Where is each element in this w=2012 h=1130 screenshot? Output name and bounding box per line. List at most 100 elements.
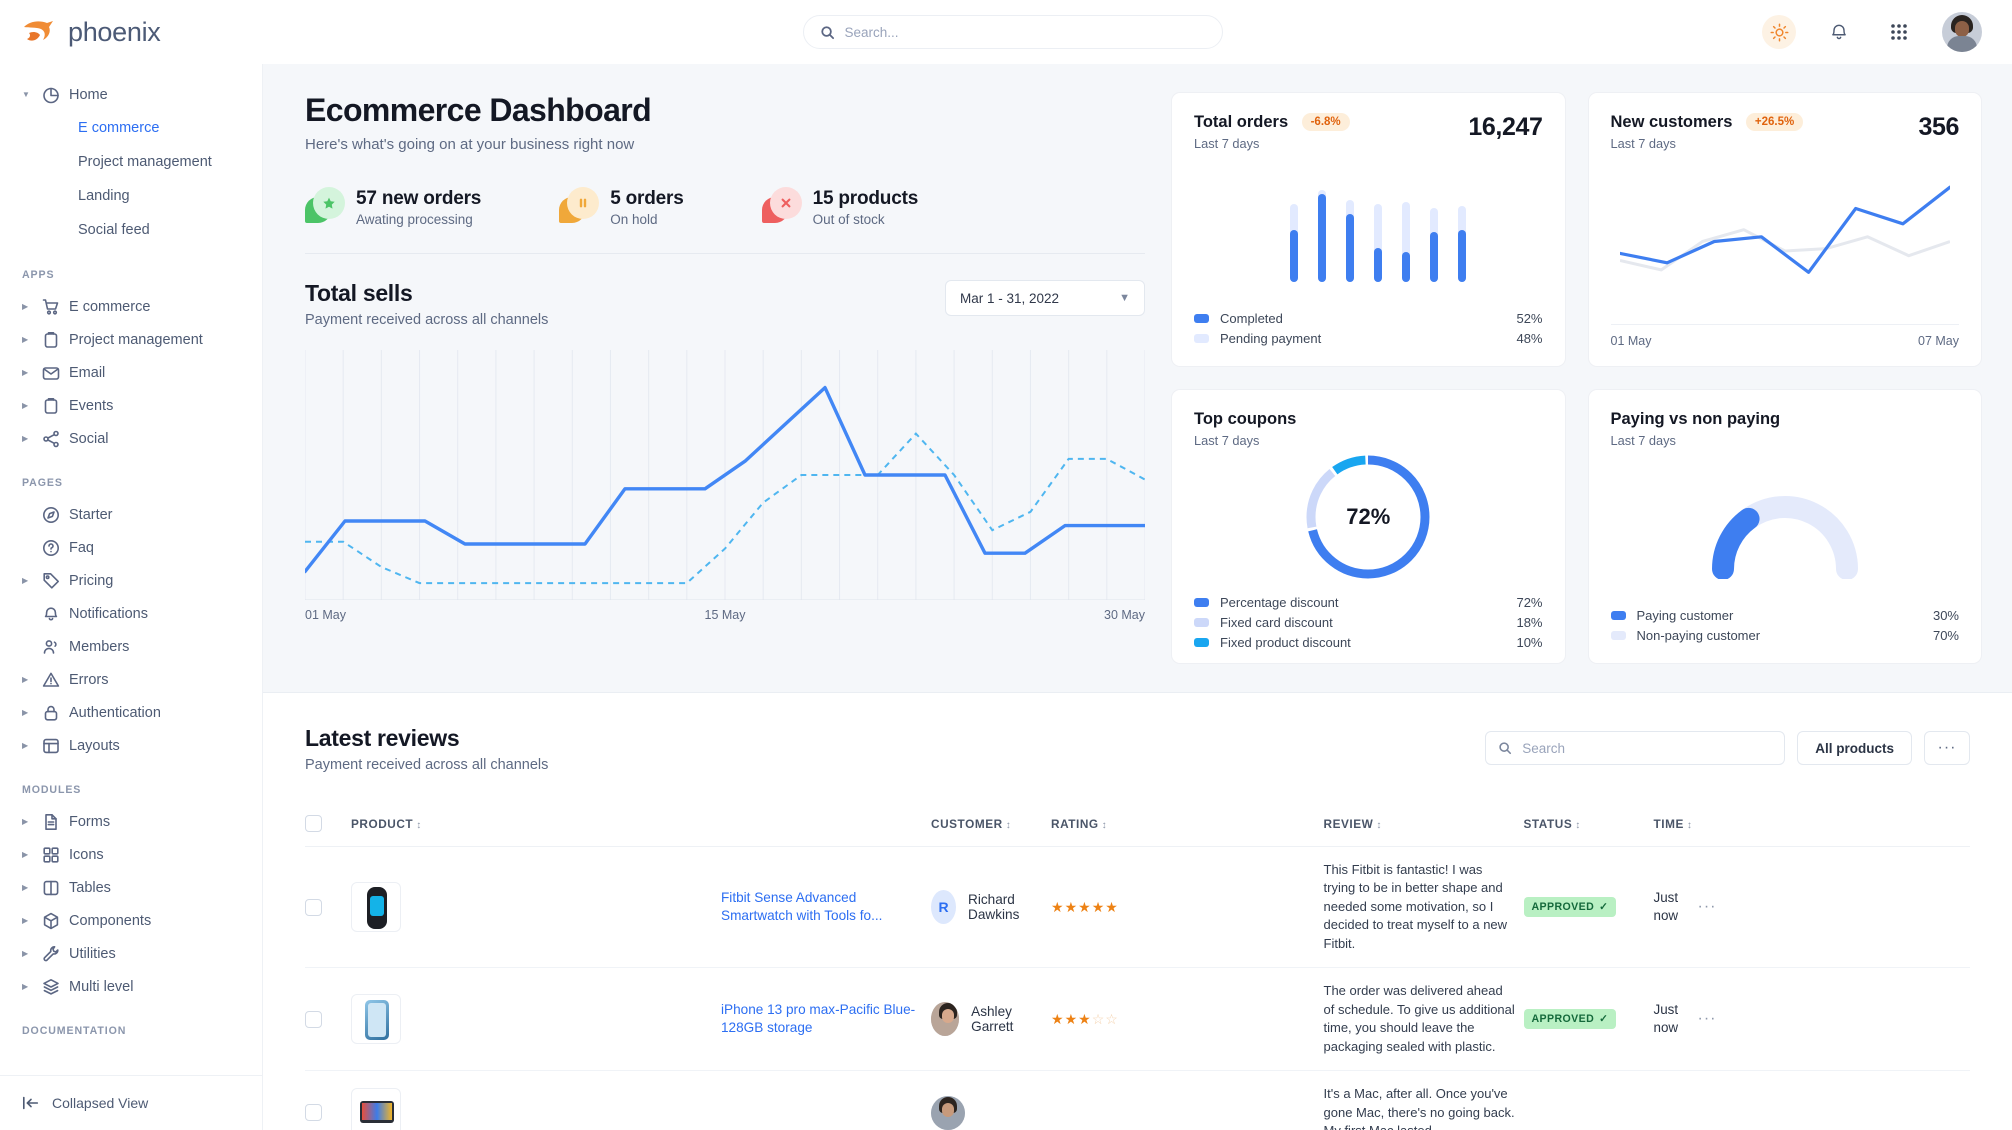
col-product[interactable]: PRODUCT ↕: [351, 801, 931, 847]
sidebar-item-label: Members: [69, 638, 130, 655]
product-link[interactable]: iPhone 13 pro max-Pacific Blue-128GB sto…: [721, 1002, 916, 1036]
sidebar-item-starter[interactable]: Starter: [0, 498, 262, 531]
quick-stat-caption: Awating processing: [356, 211, 473, 227]
quick-stats-strip: 57 new orders Awating processing 5 orders O…: [305, 187, 1145, 227]
row-checkbox[interactable]: [305, 1104, 322, 1122]
quick-stat-text: 57 new orders Awating processing: [356, 188, 481, 227]
col-time[interactable]: TIME ↕: [1653, 801, 1698, 847]
row-more-button[interactable]: ···: [1697, 1010, 1717, 1028]
sidebar-item-label: Components: [69, 912, 152, 929]
sidebar-item-social[interactable]: ▶ Social: [0, 422, 262, 455]
legend-label: Fixed product discount: [1220, 634, 1351, 650]
paying-header: Paying vs non paying Last 7 days: [1611, 410, 1960, 448]
reviews-more-button[interactable]: ···: [1924, 731, 1970, 765]
col-time-label: TIME: [1653, 816, 1684, 831]
customer-name: Ashley Garrett: [971, 1004, 1014, 1035]
sidebar-item-multi-level[interactable]: ▶ Multi level: [0, 970, 262, 1003]
col-review[interactable]: REVIEW ↕: [1323, 801, 1524, 847]
rating-cell: [1051, 1070, 1324, 1130]
sidebar-item-e-commerce[interactable]: E commerce: [0, 111, 262, 145]
sidebar-section-pages: PAGES: [22, 477, 63, 489]
page-title: Ecommerce Dashboard: [305, 92, 652, 128]
apps-grid-button[interactable]: [1882, 15, 1916, 49]
nine-dot-grid-icon: [1891, 24, 1907, 40]
sidebar-item-label: Social: [69, 430, 109, 447]
sidebar-item-errors[interactable]: ▶ Errors: [0, 663, 262, 696]
sidebar-item-components[interactable]: ▶ Components: [0, 904, 262, 937]
quick-stat-icon: [305, 187, 345, 227]
brand-logo-area[interactable]: phoenix: [0, 17, 263, 48]
total-sells-subtitle: Payment received across all channels: [305, 312, 549, 328]
rating-cell: ★★★★★: [1051, 846, 1324, 969]
sidebar-item-label: Home: [69, 86, 108, 103]
legend-swatch: [1610, 610, 1626, 620]
chevron-right-icon: ▶: [22, 334, 29, 344]
sidebar-item-email[interactable]: ▶ Email: [0, 356, 262, 389]
donut-center-label: 72%: [1346, 504, 1391, 529]
sidebar-item-label: Icons: [69, 846, 104, 863]
chevron-down-icon: ▼: [22, 89, 30, 99]
sidebar-collapse-button[interactable]: Collapsed View: [0, 1075, 262, 1130]
legend-value: 48%: [1516, 330, 1543, 346]
global-search-input[interactable]: Search...: [802, 15, 1223, 49]
xtick-end: 07 May: [1918, 334, 1959, 348]
star-filled: ★: [1064, 898, 1079, 915]
sidebar-item-project-management[interactable]: Project management: [0, 145, 262, 179]
sidebar-item-events[interactable]: ▶ Events: [0, 389, 262, 422]
all-products-button[interactable]: All products: [1797, 731, 1912, 765]
sidebar-item-members[interactable]: Members: [0, 630, 262, 663]
sidebar-item-label: Multi level: [69, 978, 134, 995]
total-orders-period: Last 7 days: [1194, 136, 1260, 151]
sidebar-item-tables[interactable]: ▶ Tables: [0, 871, 262, 904]
quick-stat-number: 15 products: [812, 187, 919, 209]
new-customers-xaxis: 01 May 07 May: [1610, 324, 1959, 348]
product-thumbnail: [351, 994, 401, 1045]
product-link[interactable]: Fitbit Sense Advanced Smartwatch with To…: [721, 890, 883, 924]
star-icon: [313, 187, 345, 219]
reviews-search-input[interactable]: Search: [1485, 731, 1786, 765]
sidebar-item-layouts[interactable]: ▶ Layouts: [0, 729, 262, 762]
product-thumbnail: [351, 882, 401, 933]
sidebar-item-landing[interactable]: Landing: [0, 179, 262, 213]
avatar-face: [1955, 21, 1969, 37]
col-customer[interactable]: CUSTOMER ↕: [931, 801, 1051, 847]
sidebar-item-social-feed[interactable]: Social feed: [0, 213, 262, 247]
row-select-cell: [305, 1070, 351, 1130]
sidebar-item-project-management[interactable]: ▶ Project management: [0, 323, 262, 356]
dashboard-top: Ecommerce Dashboard Here's what's going …: [263, 64, 2012, 664]
legend-value: 72%: [1516, 594, 1543, 610]
layout-icon: [41, 736, 60, 755]
row-checkbox[interactable]: [305, 1010, 322, 1028]
chevron-right-icon: ▶: [22, 981, 29, 991]
star-filled: ★: [1091, 898, 1106, 915]
row-more-button[interactable]: ···: [1697, 898, 1717, 916]
sidebar-item-authentication[interactable]: ▶ Authentication: [0, 696, 262, 729]
new-customers-period: Last 7 days: [1610, 136, 1676, 151]
sidebar-item-notifications[interactable]: Notifications: [0, 597, 262, 630]
table-row[interactable]: It's a Mac, after all. Once you've gone …: [305, 1070, 1970, 1130]
table-row[interactable]: Fitbit Sense Advanced Smartwatch with To…: [305, 846, 1970, 969]
sidebar-item-forms[interactable]: ▶ Forms: [0, 805, 262, 838]
sidebar-item-label: Email: [69, 364, 106, 381]
sidebar-item-pricing[interactable]: ▶ Pricing: [0, 564, 262, 597]
sidebar-item-e-commerce[interactable]: ▶ E commerce: [0, 290, 262, 323]
select-all-checkbox[interactable]: [305, 815, 322, 832]
date-range-select[interactable]: Mar 1 - 31, 2022 ▼: [945, 280, 1145, 316]
avatar[interactable]: [1942, 12, 1982, 52]
row-checkbox[interactable]: [305, 898, 322, 916]
sidebar-item-utilities[interactable]: ▶ Utilities: [0, 937, 262, 970]
col-status[interactable]: STATUS ↕: [1523, 801, 1654, 847]
chevron-right-icon: ▶: [22, 882, 29, 892]
theme-toggle-button[interactable]: [1762, 15, 1796, 49]
col-rating[interactable]: RATING ↕: [1051, 801, 1324, 847]
sidebar-item-label: Starter: [69, 506, 113, 523]
sidebar-item-faq[interactable]: Faq: [0, 531, 262, 564]
sidebar-item-icons[interactable]: ▶ Icons: [0, 838, 262, 871]
avatar-body: [1947, 36, 1977, 52]
table-row[interactable]: iPhone 13 pro max-Pacific Blue-128GB sto…: [305, 967, 1970, 1072]
sort-icon: ↕: [416, 819, 422, 831]
sidebar-item-home[interactable]: ▼ Home: [0, 78, 262, 111]
notifications-button[interactable]: [1822, 15, 1856, 49]
quick-stat-number: 5 orders: [610, 187, 684, 209]
columns-icon: [41, 878, 60, 897]
